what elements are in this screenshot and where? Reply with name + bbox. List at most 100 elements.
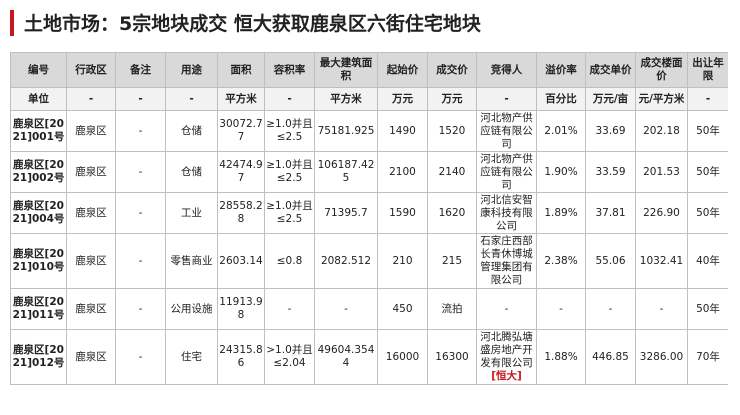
cell-note: - [115,329,166,385]
unit-cell: 平方米 [217,87,265,111]
unit-cell: 万元 [427,87,477,111]
cell-use: 零售商业 [165,233,218,289]
header-deal-price: 成交价 [427,52,477,88]
cell-use: 住宅 [165,329,218,385]
cell-deal-price: 215 [427,233,477,289]
cell-code: 鹿泉区[2021]012号 [10,329,67,385]
header-code: 编号 [10,52,67,88]
header-use: 用途 [165,52,218,88]
unit-cell: 平方米 [314,87,378,111]
cell-note: - [115,192,166,234]
header-term: 出让年限 [687,52,728,88]
header-area: 面积 [217,52,265,88]
cell-start-price: 1490 [377,110,428,152]
cell-max-area: 2082.512 [314,233,378,289]
cell-deal-price: 16300 [427,329,477,385]
page-title: 土地市场：5宗地块成交 恒大获取鹿泉区六街住宅地块 [24,13,481,35]
cell-unit-price: 33.59 [585,151,636,193]
header-row: 编号 行政区 备注 用途 面积 容积率 最大建筑面积 起始价 成交价 竞得人 溢… [10,52,728,88]
header-max-area: 最大建筑面积 [314,52,378,88]
cell-note: - [115,110,166,152]
cell-buyer: 河北信安智康科技有限公司 [476,192,537,234]
cell-use: 公用设施 [165,288,218,330]
cell-premium: 1.90% [536,151,586,193]
cell-area: 2603.14 [217,233,265,289]
unit-cell: - [687,87,728,111]
cell-district: 鹿泉区 [66,233,116,289]
unit-cell: 百分比 [536,87,586,111]
unit-cell: - [165,87,218,111]
cell-deal-price: 流拍 [427,288,477,330]
cell-premium: 1.88% [536,329,586,385]
cell-area: 24315.86 [217,329,265,385]
cell-term: 40年 [687,233,728,289]
cell-use: 仓储 [165,151,218,193]
cell-floor-price: 202.18 [635,110,688,152]
cell-district: 鹿泉区 [66,110,116,152]
cell-floor-price: 226.90 [635,192,688,234]
unit-cell: - [264,87,315,111]
cell-max-area: 75181.925 [314,110,378,152]
cell-far: >1.0并且≤2.04 [264,329,315,385]
cell-buyer: - [476,288,537,330]
buyer-name: 河北物产供应链有限公司 [480,152,533,191]
cell-district: 鹿泉区 [66,288,116,330]
cell-premium: 2.01% [536,110,586,152]
cell-start-price: 2100 [377,151,428,193]
cell-far: ≥1.0并且≤2.5 [264,192,315,234]
unit-cell: - [476,87,537,111]
header-unit-price: 成交单价 [585,52,636,88]
cell-far: ≥1.0并且≤2.5 [264,151,315,193]
cell-use: 工业 [165,192,218,234]
cell-note: - [115,288,166,330]
header-far: 容积率 [264,52,315,88]
unit-cell: 万元 [377,87,428,111]
cell-max-area: 71395.7 [314,192,378,234]
unit-row: 单位 - - - 平方米 - 平方米 万元 万元 - 百分比 万元/亩 元/平方… [10,87,728,111]
cell-floor-price: - [635,288,688,330]
cell-deal-price: 1620 [427,192,477,234]
cell-unit-price: 55.06 [585,233,636,289]
cell-buyer: 河北物产供应链有限公司 [476,151,537,193]
table-row: 鹿泉区[2021]002号 鹿泉区 - 仓储 42474.97 ≥1.0并且≤2… [10,151,728,193]
cell-term: 50年 [687,288,728,330]
cell-area: 30072.77 [217,110,265,152]
cell-area: 11913.98 [217,288,265,330]
unit-cell: 万元/亩 [585,87,636,111]
land-deal-table: 编号 行政区 备注 用途 面积 容积率 最大建筑面积 起始价 成交价 竞得人 溢… [10,52,728,385]
cell-unit-price: 33.69 [585,110,636,152]
header-floor-price: 成交楼面价 [635,52,688,88]
cell-code: 鹿泉区[2021]011号 [10,288,67,330]
buyer-name: - [504,302,509,315]
buyer-name: 河北腾弘塘盛房地产开发有限公司 [480,331,533,369]
cell-note: - [115,233,166,289]
table-row: 鹿泉区[2021]004号 鹿泉区 - 工业 28558.28 ≥1.0并且≤2… [10,192,728,234]
unit-cell: - [115,87,166,111]
table-row: 鹿泉区[2021]010号 鹿泉区 - 零售商业 2603.14 ≤0.8 20… [10,233,728,289]
cell-unit-price: 446.85 [585,329,636,385]
cell-buyer: 河北物产供应链有限公司 [476,110,537,152]
cell-district: 鹿泉区 [66,192,116,234]
header-premium: 溢价率 [536,52,586,88]
cell-far: ≤0.8 [264,233,315,289]
cell-start-price: 16000 [377,329,428,385]
title-accent-bar [10,10,14,36]
cell-floor-price: 201.53 [635,151,688,193]
cell-max-area: - [314,288,378,330]
cell-area: 42474.97 [217,151,265,193]
cell-code: 鹿泉区[2021]010号 [10,233,67,289]
cell-floor-price: 1032.41 [635,233,688,289]
unit-cell: 单位 [10,87,67,111]
buyer-name: 石家庄西部长青休博城管理集团有限公司 [480,235,533,286]
cell-premium: 2.38% [536,233,586,289]
table-row: 鹿泉区[2021]001号 鹿泉区 - 仓储 30072.77 ≥1.0并且≤2… [10,110,728,152]
buyer-highlight: [恒大] [491,370,522,382]
cell-max-area: 49604.3544 [314,329,378,385]
land-deal-table-container: 编号 行政区 备注 用途 面积 容积率 最大建筑面积 起始价 成交价 竞得人 溢… [10,52,728,412]
cell-note: - [115,151,166,193]
cell-use: 仓储 [165,110,218,152]
cell-premium: - [536,288,586,330]
unit-cell: - [66,87,116,111]
cell-far: - [264,288,315,330]
cell-term: 70年 [687,329,728,385]
